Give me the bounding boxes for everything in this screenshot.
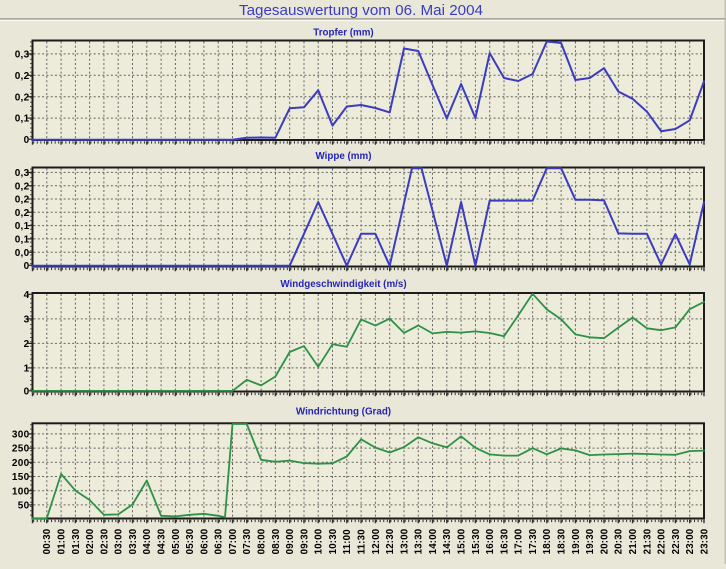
svg-text:07:30: 07:30 [242, 529, 253, 555]
svg-text:250: 250 [12, 444, 30, 455]
svg-text:50: 50 [18, 501, 30, 512]
svg-text:04:00: 04:00 [142, 529, 153, 555]
svg-text:4: 4 [24, 290, 30, 301]
svg-text:13:30: 13:30 [414, 529, 425, 555]
svg-text:02:30: 02:30 [99, 529, 110, 555]
svg-text:15:00: 15:00 [457, 529, 468, 555]
svg-text:11:00: 11:00 [342, 529, 353, 554]
svg-text:18:30: 18:30 [557, 529, 568, 555]
svg-text:04:30: 04:30 [157, 529, 168, 555]
svg-text:0: 0 [24, 135, 30, 146]
svg-text:0,2: 0,2 [15, 195, 30, 206]
svg-text:10:30: 10:30 [328, 529, 339, 555]
svg-text:0,1: 0,1 [15, 235, 30, 246]
svg-text:1: 1 [24, 364, 30, 375]
svg-text:19:00: 19:00 [571, 529, 582, 555]
svg-text:15:30: 15:30 [471, 529, 482, 555]
svg-text:03:00: 03:00 [114, 529, 125, 555]
svg-text:Windgeschwindigkeit (m/s): Windgeschwindigkeit (m/s) [280, 279, 406, 290]
svg-text:0,3: 0,3 [15, 50, 30, 61]
svg-text:0,2: 0,2 [15, 181, 30, 192]
svg-text:10:00: 10:00 [314, 529, 325, 555]
svg-text:06:00: 06:00 [199, 529, 210, 555]
svg-text:03:30: 03:30 [128, 529, 139, 555]
svg-text:21:00: 21:00 [628, 529, 639, 555]
svg-text:01:00: 01:00 [57, 529, 68, 555]
svg-text:3: 3 [24, 315, 30, 326]
svg-text:100: 100 [12, 486, 30, 497]
svg-text:0,0: 0,0 [15, 248, 30, 259]
svg-text:0: 0 [24, 386, 30, 397]
svg-text:19:30: 19:30 [585, 529, 596, 555]
svg-text:00:30: 00:30 [42, 529, 53, 555]
svg-text:06:30: 06:30 [214, 529, 225, 555]
svg-text:Tagesauswertung vom 06. Mai 20: Tagesauswertung vom 06. Mai 2004 [239, 2, 483, 19]
svg-text:Windrichtung (Grad): Windrichtung (Grad) [296, 407, 391, 418]
svg-text:01:30: 01:30 [71, 529, 82, 555]
svg-text:05:00: 05:00 [171, 529, 182, 555]
svg-text:16:00: 16:00 [485, 529, 496, 555]
svg-text:Tropfer (mm): Tropfer (mm) [313, 28, 373, 39]
svg-text:13:00: 13:00 [399, 529, 410, 555]
svg-text:08:00: 08:00 [257, 529, 268, 555]
svg-text:23:30: 23:30 [699, 529, 710, 555]
svg-text:18:00: 18:00 [542, 529, 553, 555]
svg-text:0,3: 0,3 [15, 168, 30, 179]
svg-text:20:00: 20:00 [599, 529, 610, 555]
svg-text:22:00: 22:00 [657, 529, 668, 555]
svg-text:0,1: 0,1 [15, 221, 30, 232]
svg-text:0,1: 0,1 [15, 114, 30, 125]
svg-text:150: 150 [12, 472, 30, 483]
svg-text:14:30: 14:30 [442, 529, 453, 555]
svg-text:0,2: 0,2 [15, 92, 30, 103]
svg-text:200: 200 [12, 458, 30, 469]
svg-text:02:00: 02:00 [85, 529, 96, 555]
svg-text:09:00: 09:00 [285, 529, 296, 555]
svg-text:22:30: 22:30 [671, 529, 682, 555]
svg-text:17:00: 17:00 [514, 529, 525, 555]
svg-text:14:00: 14:00 [428, 529, 439, 555]
svg-text:Wippe (mm): Wippe (mm) [316, 151, 372, 162]
svg-text:08:30: 08:30 [271, 529, 282, 555]
svg-text:300: 300 [12, 430, 30, 441]
svg-text:0,2: 0,2 [15, 208, 30, 219]
svg-text:21:30: 21:30 [642, 529, 653, 555]
svg-text:23:00: 23:00 [685, 529, 696, 555]
svg-text:0: 0 [24, 261, 30, 272]
svg-text:16:30: 16:30 [499, 529, 510, 555]
svg-text:12:30: 12:30 [385, 529, 396, 555]
svg-text:17:30: 17:30 [528, 529, 539, 555]
svg-text:12:00: 12:00 [371, 529, 382, 555]
svg-text:11:30: 11:30 [357, 529, 368, 554]
svg-text:2: 2 [24, 339, 30, 350]
svg-text:07:00: 07:00 [228, 529, 239, 555]
svg-text:05:30: 05:30 [185, 529, 196, 555]
svg-text:0,2: 0,2 [15, 71, 30, 82]
svg-text:20:30: 20:30 [614, 529, 625, 555]
svg-text:09:30: 09:30 [299, 529, 310, 555]
